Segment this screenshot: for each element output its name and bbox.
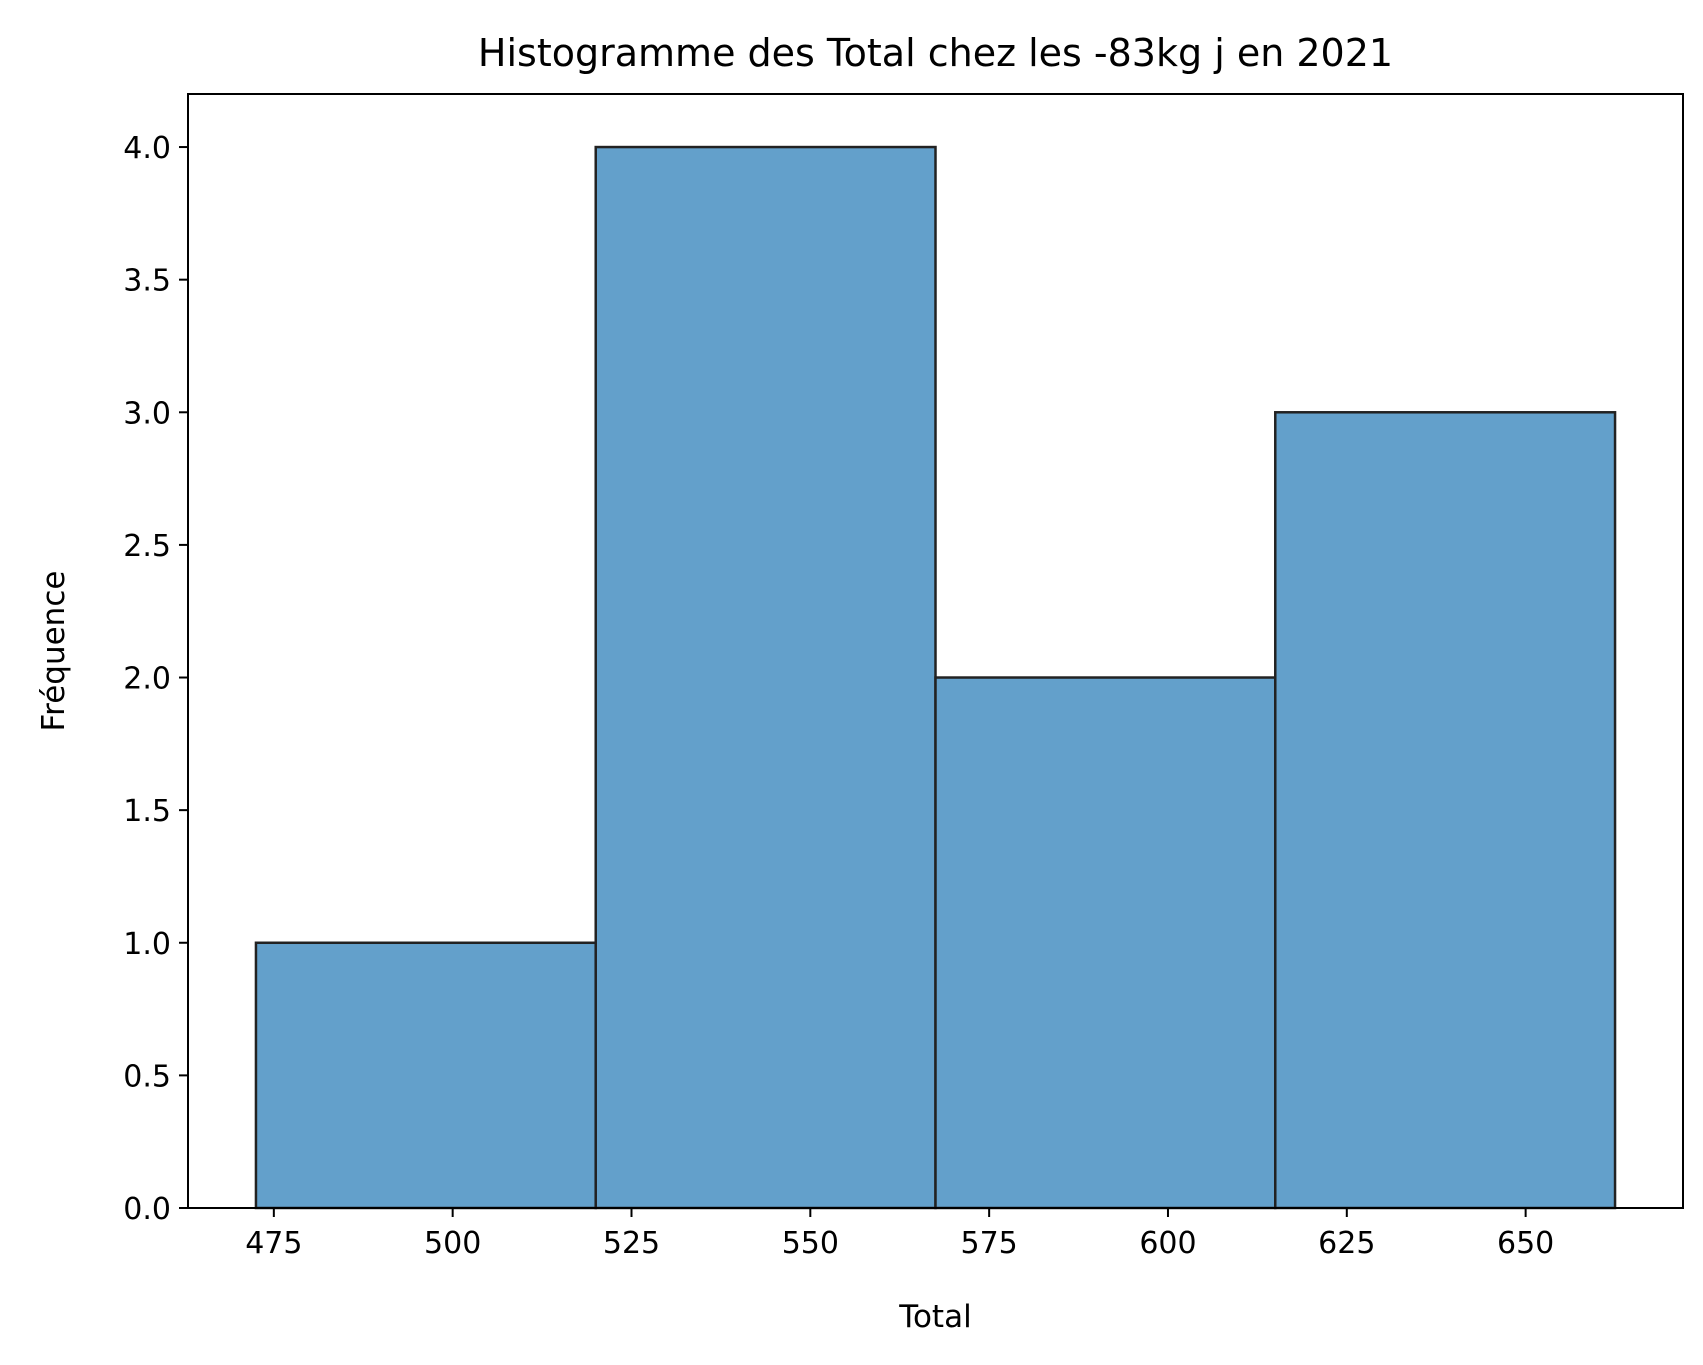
x-tick-label: 600: [1139, 1226, 1196, 1261]
x-tick-label: 525: [603, 1226, 660, 1261]
y-tick-label: 3.5: [123, 264, 171, 299]
y-tick-label: 4.0: [123, 131, 171, 166]
y-tick-label: 1.0: [123, 927, 171, 962]
y-tick-label: 2.0: [123, 662, 171, 697]
y-tick-label: 0.0: [123, 1192, 171, 1227]
x-tick-label: 575: [961, 1226, 1018, 1261]
x-tick-label: 550: [782, 1226, 839, 1261]
x-tick-label: 500: [424, 1226, 481, 1261]
y-axis-label: Fréquence: [36, 571, 72, 732]
y-tick-label: 1.5: [123, 794, 171, 829]
chart-title: Histogramme des Total chez les -83kg j e…: [478, 31, 1393, 75]
ticks-layer: 475 500 525 550 575 600 625 650 0.0 0.5 1.0 1.5 2.0 2…: [123, 131, 1554, 1261]
x-tick-label: 475: [245, 1226, 302, 1261]
histogram-bar-3: [934, 676, 1277, 1210]
x-tick-label: 625: [1318, 1226, 1375, 1261]
histogram-bar-1: [254, 941, 597, 1210]
y-tick-label: 0.5: [123, 1059, 171, 1094]
x-axis-label: Total: [898, 1299, 971, 1335]
histogram-bar-4: [1274, 411, 1617, 1210]
y-tick-label: 3.0: [123, 396, 171, 431]
bars-layer: [254, 145, 1617, 1210]
y-tick-label: 2.5: [123, 529, 171, 564]
plot-frame: [187, 93, 1684, 1209]
histogram-bar-2: [594, 145, 937, 1210]
x-tick-label: 650: [1497, 1226, 1554, 1261]
